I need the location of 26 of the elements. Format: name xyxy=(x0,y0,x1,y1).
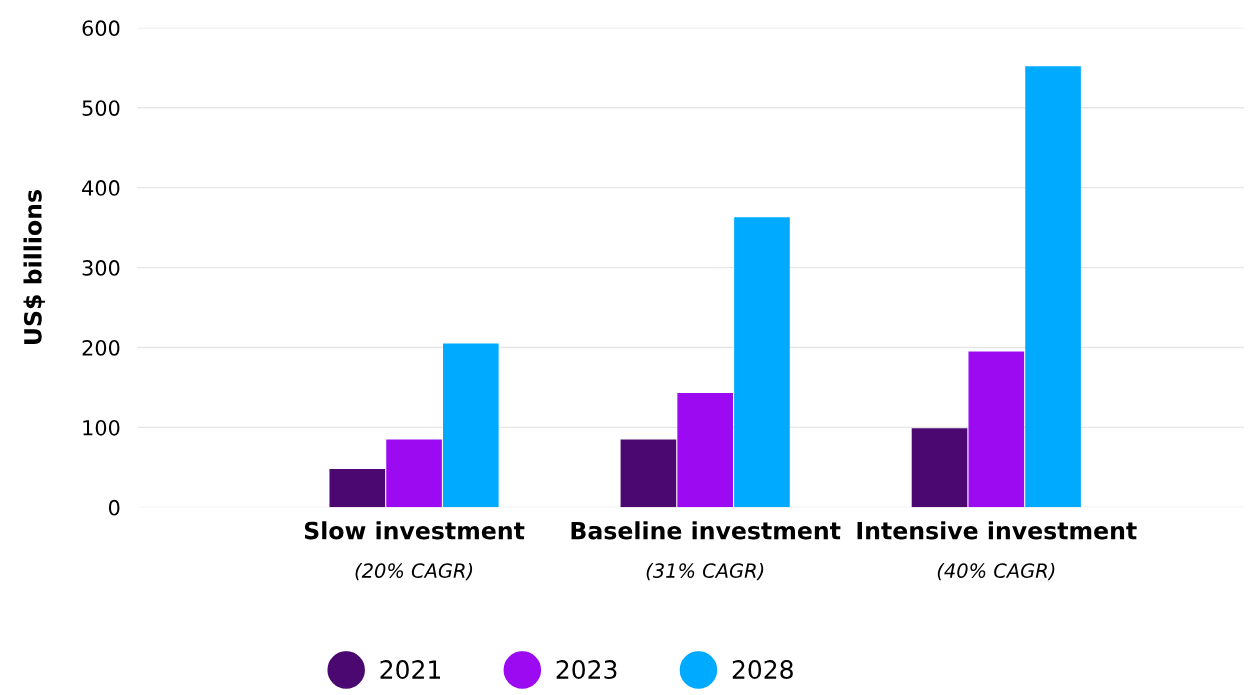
bar xyxy=(911,428,968,508)
y-tick-label: 500 xyxy=(82,100,120,116)
x-tick-label: Slow investment xyxy=(304,521,525,540)
y-tick-label: 300 xyxy=(82,260,120,276)
legend-label: 2021 xyxy=(380,660,440,680)
bar xyxy=(329,468,386,508)
y-axis-title: US$ billions xyxy=(23,190,45,344)
bar xyxy=(734,217,790,508)
text: (20% CAGR) xyxy=(355,562,473,581)
text: (31% CAGR) xyxy=(646,562,764,581)
legend-label: 2023 xyxy=(556,660,617,680)
x-tick-label: Intensive investment xyxy=(857,521,1137,540)
bar xyxy=(443,343,499,508)
y-tick-label: 400 xyxy=(82,180,120,196)
y-tick-label: 0 xyxy=(108,499,120,516)
y-tick-label: 600 xyxy=(82,20,120,37)
y-tick-label: 100 xyxy=(83,419,120,436)
text: (40% CAGR) xyxy=(937,562,1055,581)
legend-label: 2028 xyxy=(732,660,793,680)
bar xyxy=(1025,66,1081,508)
bar xyxy=(677,393,733,508)
bar xyxy=(386,439,442,508)
bar xyxy=(968,351,1025,508)
bar xyxy=(620,439,677,508)
y-tick-label: 200 xyxy=(82,339,120,356)
x-tick-label: Baseline investment xyxy=(571,521,841,540)
